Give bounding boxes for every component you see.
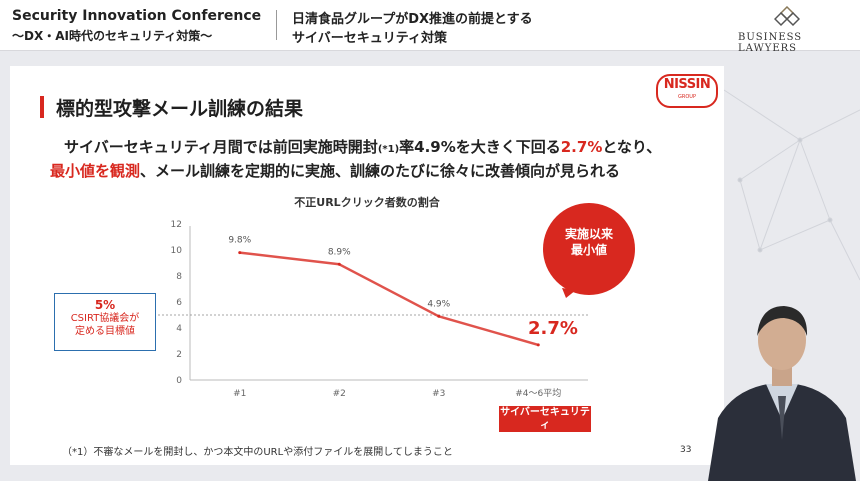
series-line bbox=[239, 251, 539, 347]
data-point bbox=[437, 314, 441, 318]
data-label: 9.8% bbox=[228, 236, 251, 246]
lead-line-2-text: 、メール訓練を定期的に実施、訓練のたびに徐々に改善傾向が見られる bbox=[140, 162, 621, 180]
lead-line-1-text-b: 率4.9%を大きく下回る bbox=[399, 138, 561, 156]
period-badge-line1: サイバーセキュリティ bbox=[500, 407, 590, 431]
nissin-logo-subtext: GROUP bbox=[678, 94, 696, 100]
business-lawyers-logo-icon bbox=[774, 6, 800, 27]
title-accent-bar bbox=[40, 96, 44, 118]
background-network-pattern bbox=[723, 89, 860, 281]
slide-title: 標的型攻撃メール訓練の結果 bbox=[56, 98, 304, 120]
target-value-box: 5% CSIRT協議会が 定める目標値 bbox=[54, 293, 156, 351]
conference-subtitle: 〜DX・AI時代のセキュリティ対策〜 bbox=[12, 29, 213, 43]
lead-line-1: サイバーセキュリティ月間では前回実施時開封(*1)率4.9%を大きく下回る2.7… bbox=[64, 136, 661, 157]
sponsor-name: BUSINESS LAWYERS bbox=[738, 32, 803, 54]
y-tick-label: 4 bbox=[176, 324, 182, 334]
callout-line2: 最小値 bbox=[570, 243, 607, 257]
target-label-line1: CSIRT協議会が bbox=[70, 313, 140, 324]
target-label-line2: 定める目標値 bbox=[75, 326, 135, 337]
session-title-line1: 日清食品グループがDX推進の前提とする bbox=[292, 12, 533, 27]
lead-line-1-text-a: サイバーセキュリティ月間では前回実施時開封 bbox=[64, 138, 378, 156]
header-bar: Security Innovation Conference 〜DX・AI時代の… bbox=[0, 0, 860, 54]
data-label: 4.9% bbox=[427, 299, 450, 309]
y-tick-label: 8 bbox=[176, 272, 182, 282]
data-point bbox=[337, 262, 341, 266]
period-badge-line2: 月間 bbox=[535, 433, 555, 444]
y-tick-label: 10 bbox=[171, 246, 183, 256]
session-title-line2: サイバーセキュリティ対策 bbox=[292, 31, 447, 46]
x-tick-label: #4〜6平均 bbox=[515, 387, 561, 399]
nissin-logo-text: NISSIN bbox=[663, 77, 711, 92]
x-tick-label: #1 bbox=[233, 389, 246, 399]
line-chart: 0 2 4 6 8 10 12 #1 #2 #3 #4〜6平均 9.8% 8.9% 4.9% bbox=[150, 203, 635, 399]
highlight-value: 2.7% bbox=[528, 318, 578, 339]
conference-title: Security Innovation Conference bbox=[12, 8, 262, 24]
lead-line-1-note: (*1) bbox=[377, 144, 400, 155]
lead-line-2-highlight: 最小値を観測 bbox=[50, 162, 141, 180]
data-point bbox=[536, 343, 540, 347]
speaker-video bbox=[708, 306, 856, 481]
header-divider bbox=[276, 10, 277, 40]
page-number: 33 bbox=[680, 445, 692, 455]
y-tick-label: 12 bbox=[171, 220, 182, 230]
callout-bubble bbox=[543, 203, 635, 295]
lead-line-2: 最小値を観測、メール訓練を定期的に実施、訓練のたびに徐々に改善傾向が見られる bbox=[50, 160, 620, 181]
footnote: （*1）不審なメールを開封し、かつ本文中のURLや添付ファイルを展開してしまうこ… bbox=[62, 447, 453, 458]
y-tick-label: 2 bbox=[176, 350, 182, 360]
y-tick-label: 6 bbox=[176, 298, 182, 308]
period-badge: サイバーセキュリティ 月間 bbox=[499, 406, 591, 444]
target-value: 5% bbox=[94, 298, 116, 312]
x-tick-label: #2 bbox=[333, 389, 346, 399]
presentation-slide: 標的型攻撃メール訓練の結果 NISSIN GROUP サイバーセキュリティ月間で… bbox=[10, 66, 724, 465]
data-label: 8.9% bbox=[328, 247, 351, 257]
lead-line-1-highlight: 2.7% bbox=[560, 138, 603, 156]
x-tick-label: #3 bbox=[432, 389, 445, 399]
nissin-logo-icon: NISSIN GROUP bbox=[656, 74, 718, 108]
y-tick-label: 0 bbox=[176, 376, 182, 386]
lead-line-1-text-c: となり、 bbox=[602, 138, 662, 156]
callout-text: 実施以来 最小値 bbox=[552, 226, 626, 258]
callout-line1: 実施以来 bbox=[564, 227, 613, 241]
chart-title: 不正URLクリック者数の割合 bbox=[294, 196, 440, 209]
data-point bbox=[238, 251, 242, 255]
